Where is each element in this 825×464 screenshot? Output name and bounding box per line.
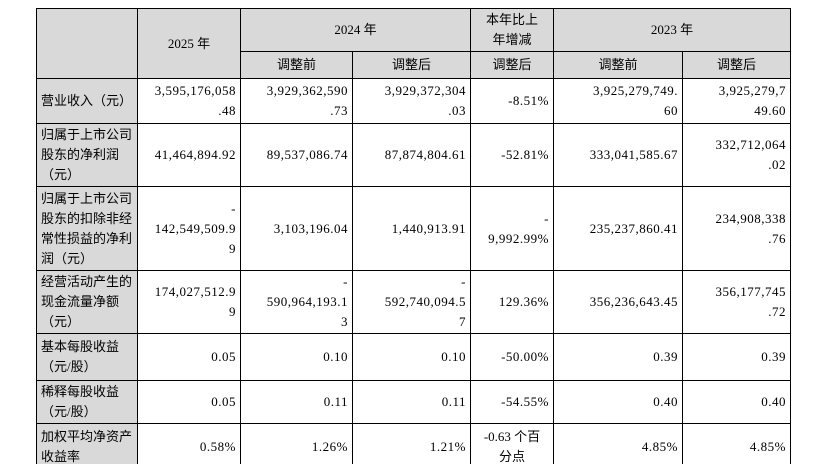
- value-2025: 41,464,894.92: [137, 123, 241, 187]
- row-label: 基本每股收益 （元/股）: [36, 333, 138, 381]
- value-2025: - 142,549,509.9 9: [137, 186, 241, 271]
- row-label: 加权平均净资产 收益率: [36, 423, 138, 464]
- table-row: 经营活动产生的 现金流量净额 （元） 174,027,512.9 9 - 590…: [36, 270, 791, 334]
- subheader-2023-after: 调整后: [682, 51, 791, 79]
- table-row: 基本每股收益 （元/股） 0.05 0.10 0.10 -50.00% 0.39…: [36, 333, 791, 381]
- value-yoy-change: - 9,992.99%: [470, 186, 554, 271]
- value-2025: 0.58%: [137, 423, 241, 464]
- value-2023-after: 0.39: [682, 333, 791, 381]
- table-row: 营业收入（元） 3,595,176,058 .48 3,929,362,590 …: [36, 78, 791, 124]
- value-2023-before: 333,041,585.67: [553, 123, 683, 187]
- value-2024-before: 0.11: [240, 380, 353, 424]
- value-2023-before: 235,237,860.41: [553, 186, 683, 271]
- value-2023-after: 4.85%: [682, 423, 791, 464]
- value-2025: 174,027,512.9 9: [137, 270, 241, 334]
- table-row: 加权平均净资产 收益率 0.58% 1.26% 1.21% -0.63 个百 分…: [36, 423, 791, 464]
- corner-cell: [36, 8, 138, 79]
- header-yoy-change: 本年比上 年增减: [470, 8, 554, 52]
- value-2025: 3,595,176,058 .48: [137, 78, 241, 124]
- value-2024-after: 3,929,372,304 .03: [352, 78, 471, 124]
- value-2023-before: 0.40: [553, 380, 683, 424]
- subheader-change-after: 调整后: [470, 51, 554, 79]
- header-2024: 2024 年: [240, 8, 471, 52]
- value-yoy-change: 129.36%: [470, 270, 554, 334]
- value-2023-before: 3,925,279,749. 60: [553, 78, 683, 124]
- value-2023-before: 0.39: [553, 333, 683, 381]
- value-2025: 0.05: [137, 380, 241, 424]
- value-2024-after: - 592,740,094.5 7: [352, 270, 471, 334]
- table-row: 稀释每股收益 （元/股） 0.05 0.11 0.11 -54.55% 0.40…: [36, 380, 791, 424]
- value-2024-before: 3,103,196.04: [240, 186, 353, 271]
- value-2023-after: 332,712,064 .02: [682, 123, 791, 187]
- value-2023-before: 356,236,643.45: [553, 270, 683, 334]
- table-row: 归属于上市公司 股东的扣除非经 常性损益的净利 润（元） - 142,549,5…: [36, 186, 791, 271]
- header-2025: 2025 年: [137, 8, 241, 79]
- row-label: 稀释每股收益 （元/股）: [36, 380, 138, 424]
- header-row-years: 2025 年 2024 年 本年比上 年增减 2023 年: [36, 8, 791, 79]
- value-2023-after: 234,908,338 .76: [682, 186, 791, 271]
- subheader-2024-after: 调整后: [352, 51, 471, 79]
- value-yoy-change: -52.81%: [470, 123, 554, 187]
- value-2024-after: 0.11: [352, 380, 471, 424]
- value-2023-after: 0.40: [682, 380, 791, 424]
- value-2024-after: 87,874,804.61: [352, 123, 471, 187]
- row-label: 归属于上市公司 股东的扣除非经 常性损益的净利 润（元）: [36, 186, 138, 271]
- value-2024-after: 1,440,913.91: [352, 186, 471, 271]
- value-yoy-change: -8.51%: [470, 78, 554, 124]
- value-2025: 0.05: [137, 333, 241, 381]
- value-2023-before: 4.85%: [553, 423, 683, 464]
- row-label: 归属于上市公司 股东的净利润 （元）: [36, 123, 138, 187]
- header-2023: 2023 年: [553, 8, 791, 52]
- value-2024-before: 89,537,086.74: [240, 123, 353, 187]
- value-2024-after: 1.21%: [352, 423, 471, 464]
- table-row: 归属于上市公司 股东的净利润 （元） 41,464,894.92 89,537,…: [36, 123, 791, 187]
- value-2024-before: 3,929,362,590 .73: [240, 78, 353, 124]
- value-2023-after: 3,925,279,7 49.60: [682, 78, 791, 124]
- value-2024-after: 0.10: [352, 333, 471, 381]
- header-row-adjust: 调整前 调整后 调整后 调整前 调整后: [37, 51, 791, 79]
- value-yoy-change: -0.63 个百 分点: [470, 423, 554, 464]
- row-label: 经营活动产生的 现金流量净额 （元）: [36, 270, 138, 334]
- value-2024-before: - 590,964,193.1 3: [240, 270, 353, 334]
- subheader-2024-before: 调整前: [240, 51, 353, 79]
- financial-summary-table: 2025 年 2024 年 本年比上 年增减 2023 年 调整前 调整后 调整…: [36, 8, 791, 464]
- value-2024-before: 1.26%: [240, 423, 353, 464]
- row-label: 营业收入（元）: [36, 78, 138, 124]
- value-2023-after: 356,177,745 .72: [682, 270, 791, 334]
- subheader-2023-before: 调整前: [553, 51, 683, 79]
- value-yoy-change: -54.55%: [470, 380, 554, 424]
- value-yoy-change: -50.00%: [470, 333, 554, 381]
- value-2024-before: 0.10: [240, 333, 353, 381]
